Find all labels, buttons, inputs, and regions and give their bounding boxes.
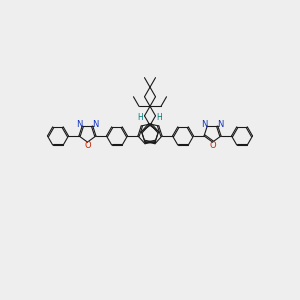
Text: N: N xyxy=(92,120,98,129)
Text: H: H xyxy=(138,113,143,122)
Text: O: O xyxy=(209,141,216,150)
Text: H: H xyxy=(157,113,162,122)
Text: N: N xyxy=(202,120,208,129)
Text: O: O xyxy=(84,141,91,150)
Text: N: N xyxy=(217,120,224,129)
Text: N: N xyxy=(76,120,83,129)
